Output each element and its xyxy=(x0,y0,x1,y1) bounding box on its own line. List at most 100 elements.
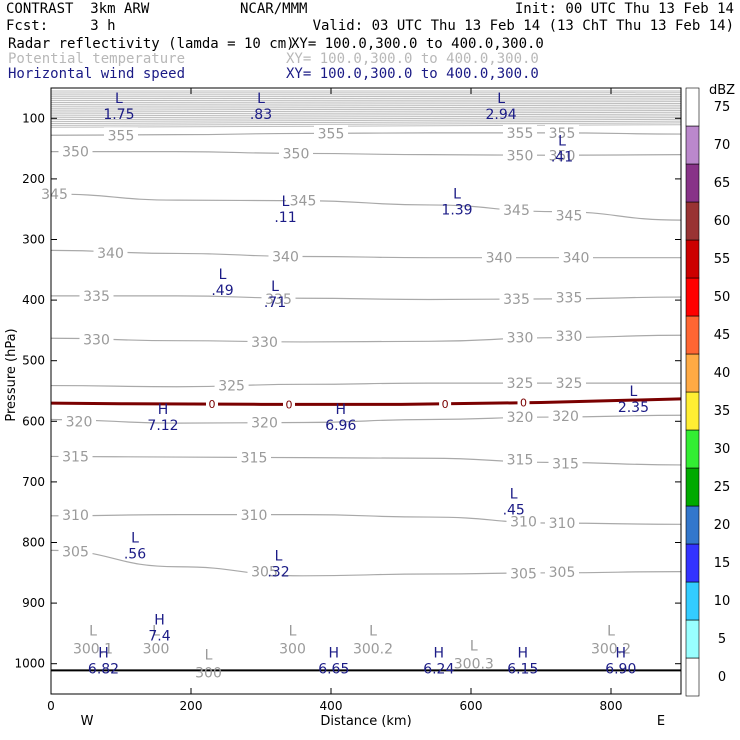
wind-extremum-mark: L xyxy=(282,194,290,210)
upper-theta-line xyxy=(50,115,682,119)
wind-extremum-value: .49 xyxy=(211,283,233,299)
theta-label-bg xyxy=(58,143,93,159)
x-axis-title: Distance (km) xyxy=(320,714,411,729)
y-tick-label: 900 xyxy=(22,596,45,610)
colorbar-level-label: 10 xyxy=(714,594,731,609)
theta-label: 330 xyxy=(556,329,583,345)
field-name-reflectivity: Radar reflectivity (lamda = 10 cm) xyxy=(8,36,295,52)
theta-extremum-value: 300.2 xyxy=(353,641,393,657)
upper-theta-line xyxy=(50,108,682,111)
colorbar-swatch xyxy=(685,619,700,659)
theta-contour-325 xyxy=(50,382,681,388)
forecast-hour: Fcst: 3 h xyxy=(6,18,116,34)
theta-label: 315 xyxy=(241,451,268,467)
zero-wind-contour: 0 0 0 0 xyxy=(50,396,682,411)
theta-label: 315 xyxy=(552,457,579,473)
colorbar-level-label: 5 xyxy=(718,632,726,647)
wind-extremum-mark: H xyxy=(329,646,340,662)
plot-axes: 0 200 400 600 800 100 200 300 400 500 600 700 800 900… xyxy=(14,87,682,713)
colorbar-swatch xyxy=(685,429,700,469)
theta-label: 305 xyxy=(62,545,89,561)
theta-label: 310 xyxy=(549,516,576,532)
init-time: Init: 00 UTC Thu 13 Feb 14 xyxy=(514,1,734,17)
theta-label-bg xyxy=(237,449,271,465)
upper-level-contour-bundle xyxy=(50,90,682,128)
theta-label: 350 xyxy=(507,148,534,164)
theta-contour-315 xyxy=(50,455,682,466)
colorbar-swatch xyxy=(685,391,700,431)
y-tick-label: 1000 xyxy=(14,657,45,671)
theta-extremum-value: 300.3 xyxy=(454,657,494,673)
theta-label: 345 xyxy=(503,203,530,219)
colorbar-level-label: 20 xyxy=(714,518,731,533)
theta-label-bg xyxy=(482,249,516,265)
theta-label: 330 xyxy=(83,332,110,348)
wind-extremum-value: 6.65 xyxy=(318,662,349,678)
colorbar-level-label: 40 xyxy=(714,366,731,381)
theta-label: 315 xyxy=(507,452,534,468)
contour-labels: 355 355 355 355 350 350 350 350 345 345 345 345 340 3… xyxy=(37,91,649,682)
theta-extremum-mark: L xyxy=(607,623,615,639)
theta-label: 355 xyxy=(507,126,534,142)
theta-label: 305 xyxy=(510,566,537,582)
theta-label-bg xyxy=(279,145,313,161)
theta-label: 315 xyxy=(62,449,89,465)
wind-extremum-mark: L xyxy=(497,91,505,107)
colorbar-level-label: 0 xyxy=(718,670,726,685)
theta-label: 355 xyxy=(318,126,345,142)
theta-extremum-mark: L xyxy=(470,639,478,655)
theta-label-bg xyxy=(545,515,579,531)
theta-label-bg xyxy=(503,124,537,140)
theta-label: 310 xyxy=(241,508,268,524)
wind-extremum-value: .56 xyxy=(124,547,146,563)
wind-extremum-mark: L xyxy=(453,186,461,202)
colorbar-level-label: 60 xyxy=(714,214,731,229)
wind-extremum-value: .83 xyxy=(250,107,272,123)
zero-wind-label-bg xyxy=(517,396,530,409)
wind-extremum-value: .11 xyxy=(274,210,296,226)
theta-label-bg xyxy=(503,147,537,163)
theta-label-bg xyxy=(503,329,537,345)
theta-label-bg xyxy=(548,407,583,423)
y-tick-label: 800 xyxy=(22,536,45,550)
upper-theta-line xyxy=(50,118,682,123)
field-name-wind: Horizontal wind speed xyxy=(8,66,186,82)
wind-extremum-value: 6.82 xyxy=(88,662,119,678)
theta-extremum-value: 300 xyxy=(143,641,170,657)
theta-label-bg xyxy=(58,507,93,523)
theta-label-bg xyxy=(247,333,282,349)
x-tick-label: 400 xyxy=(320,699,343,713)
colorbar-swatch xyxy=(685,277,700,317)
theta-label-bg xyxy=(499,290,534,306)
colorbar-swatch xyxy=(685,505,700,545)
x-axis-east-label: E xyxy=(657,714,665,729)
zero-wind-label: 0 xyxy=(209,398,216,411)
colorbar-swatch xyxy=(685,87,700,127)
upper-theta-line xyxy=(50,120,682,124)
wind-extremum-value: .41 xyxy=(551,150,573,166)
institution-label: NCAR/MMM xyxy=(240,1,308,17)
x-tick-label: 600 xyxy=(460,699,483,713)
y-tick-label: 600 xyxy=(22,414,45,428)
theta-label-bg xyxy=(286,192,320,208)
x-tick-label: 200 xyxy=(180,699,203,713)
theta-label-bg xyxy=(62,413,96,429)
theta-label: 335 xyxy=(265,292,292,308)
wind-extremum-value: 2.94 xyxy=(486,107,517,123)
field-xy-wind: XY= 100.0,300.0 to 400.0,300.0 xyxy=(286,66,539,82)
upper-theta-line xyxy=(50,111,682,115)
y-tick-label: 400 xyxy=(22,293,45,307)
theta-label-bg xyxy=(261,290,296,306)
theta-label: 355 xyxy=(549,126,576,142)
theta-label-bg xyxy=(545,147,579,163)
theta-label: 325 xyxy=(218,379,245,395)
wind-extremum-mark: L xyxy=(271,279,279,295)
wind-extremum-value: 1.39 xyxy=(441,202,472,218)
theta-contour-335 xyxy=(51,295,682,301)
theta-label-bg xyxy=(503,451,537,467)
theta-label-bg xyxy=(93,244,128,260)
theta-label-bg xyxy=(79,331,114,347)
wind-extremum-mark: L xyxy=(219,267,227,283)
upper-theta-line xyxy=(50,102,682,105)
